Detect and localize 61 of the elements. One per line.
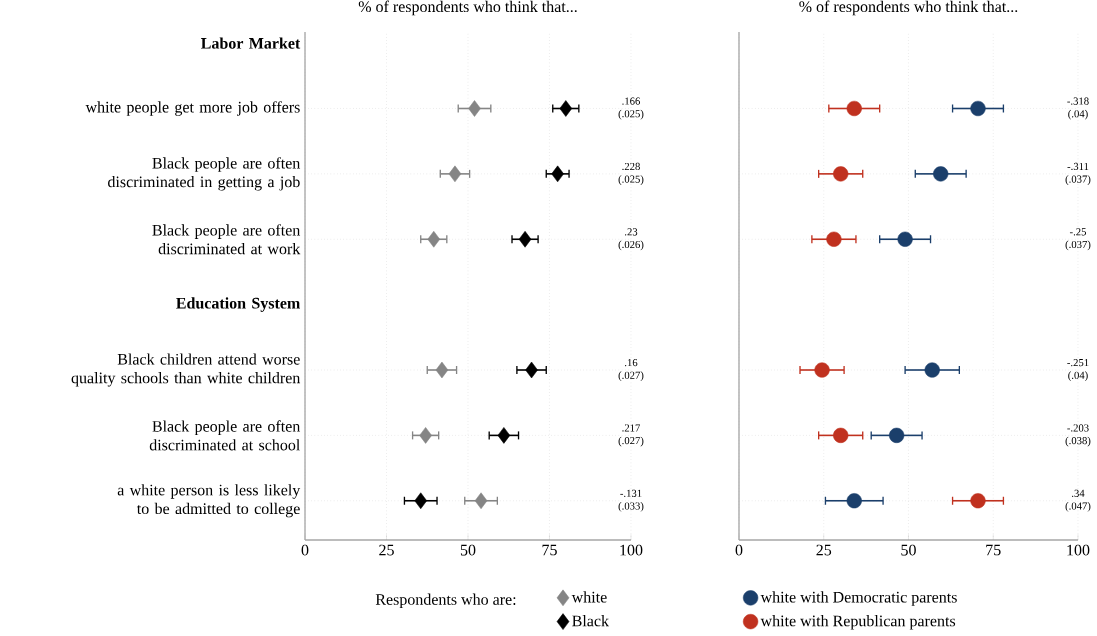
point (559, 100, 573, 117)
x-tick-label: 0 (301, 544, 309, 556)
point (970, 100, 986, 117)
annotation: -.251 (.04) (1067, 359, 1089, 382)
chart-title: % of respondents who think that... (358, 0, 577, 16)
y-tick-label: Black people are often discriminated at school (149, 420, 301, 451)
x-tick-label: 50 (901, 544, 916, 556)
point (468, 100, 481, 117)
annotation: -.25 (.037) (1065, 228, 1091, 251)
x-tick-label: 50 (460, 544, 476, 556)
point (933, 166, 949, 182)
annotation: -.203 (.038) (1065, 424, 1091, 447)
point (924, 362, 940, 378)
x-tick-label: 100 (1067, 544, 1090, 556)
annotation: .34 (.047) (1065, 489, 1091, 512)
annotation: -.311 (.037) (1065, 162, 1091, 185)
annotation: .23 (.026) (618, 228, 644, 251)
annotation: .16 (.027) (618, 359, 644, 382)
x-tick-label: 25 (379, 544, 394, 556)
y-tick-label: white people get more job offers (85, 101, 300, 116)
legend-label: Black (572, 615, 610, 627)
annotation: .166 (.025) (618, 97, 644, 120)
y-tick-label: a white person is less likely to be admitted to college (117, 484, 301, 518)
point (897, 231, 913, 247)
point (833, 166, 849, 182)
point (970, 493, 986, 509)
legend-label: white with Democratic parents (760, 591, 957, 606)
y-tick-label: Black people are often discriminated at work (152, 224, 301, 255)
y-tick-label: Labor Market (201, 37, 301, 49)
x-tick-label: 100 (620, 544, 643, 556)
annotation: .217 (.027) (618, 424, 644, 447)
annotation: -.131 (.033) (618, 489, 644, 512)
point (889, 427, 905, 443)
point (435, 361, 449, 379)
point (414, 492, 427, 510)
y-tick-label: Education System (176, 297, 300, 312)
point (518, 230, 532, 248)
point (474, 492, 488, 510)
x-tick-label: 75 (542, 544, 557, 556)
point (826, 231, 842, 247)
legend-label: white (571, 591, 607, 603)
legend-label: white with Republican parents (760, 615, 956, 630)
point (525, 361, 538, 379)
point (814, 362, 830, 378)
point (551, 165, 564, 183)
point (427, 230, 441, 248)
x-tick-label: 75 (986, 544, 1001, 556)
point (497, 427, 511, 444)
y-tick-label: Black people are often discriminated in getting a job (108, 157, 301, 191)
y-tick-label: Black children attend worse quality schools than white children (71, 353, 301, 387)
x-tick-label: 25 (816, 544, 832, 556)
chart-title: % of respondents who think that... (799, 0, 1018, 16)
x-tick-label: 0 (735, 544, 743, 556)
point (419, 427, 432, 444)
point (846, 100, 862, 117)
annotation: .228 (.025) (618, 162, 644, 185)
point (833, 427, 849, 443)
legend-title: Respondents who are: (375, 593, 516, 609)
annotation: -.318 (.04) (1067, 97, 1089, 120)
point (448, 165, 462, 183)
point (846, 493, 862, 509)
